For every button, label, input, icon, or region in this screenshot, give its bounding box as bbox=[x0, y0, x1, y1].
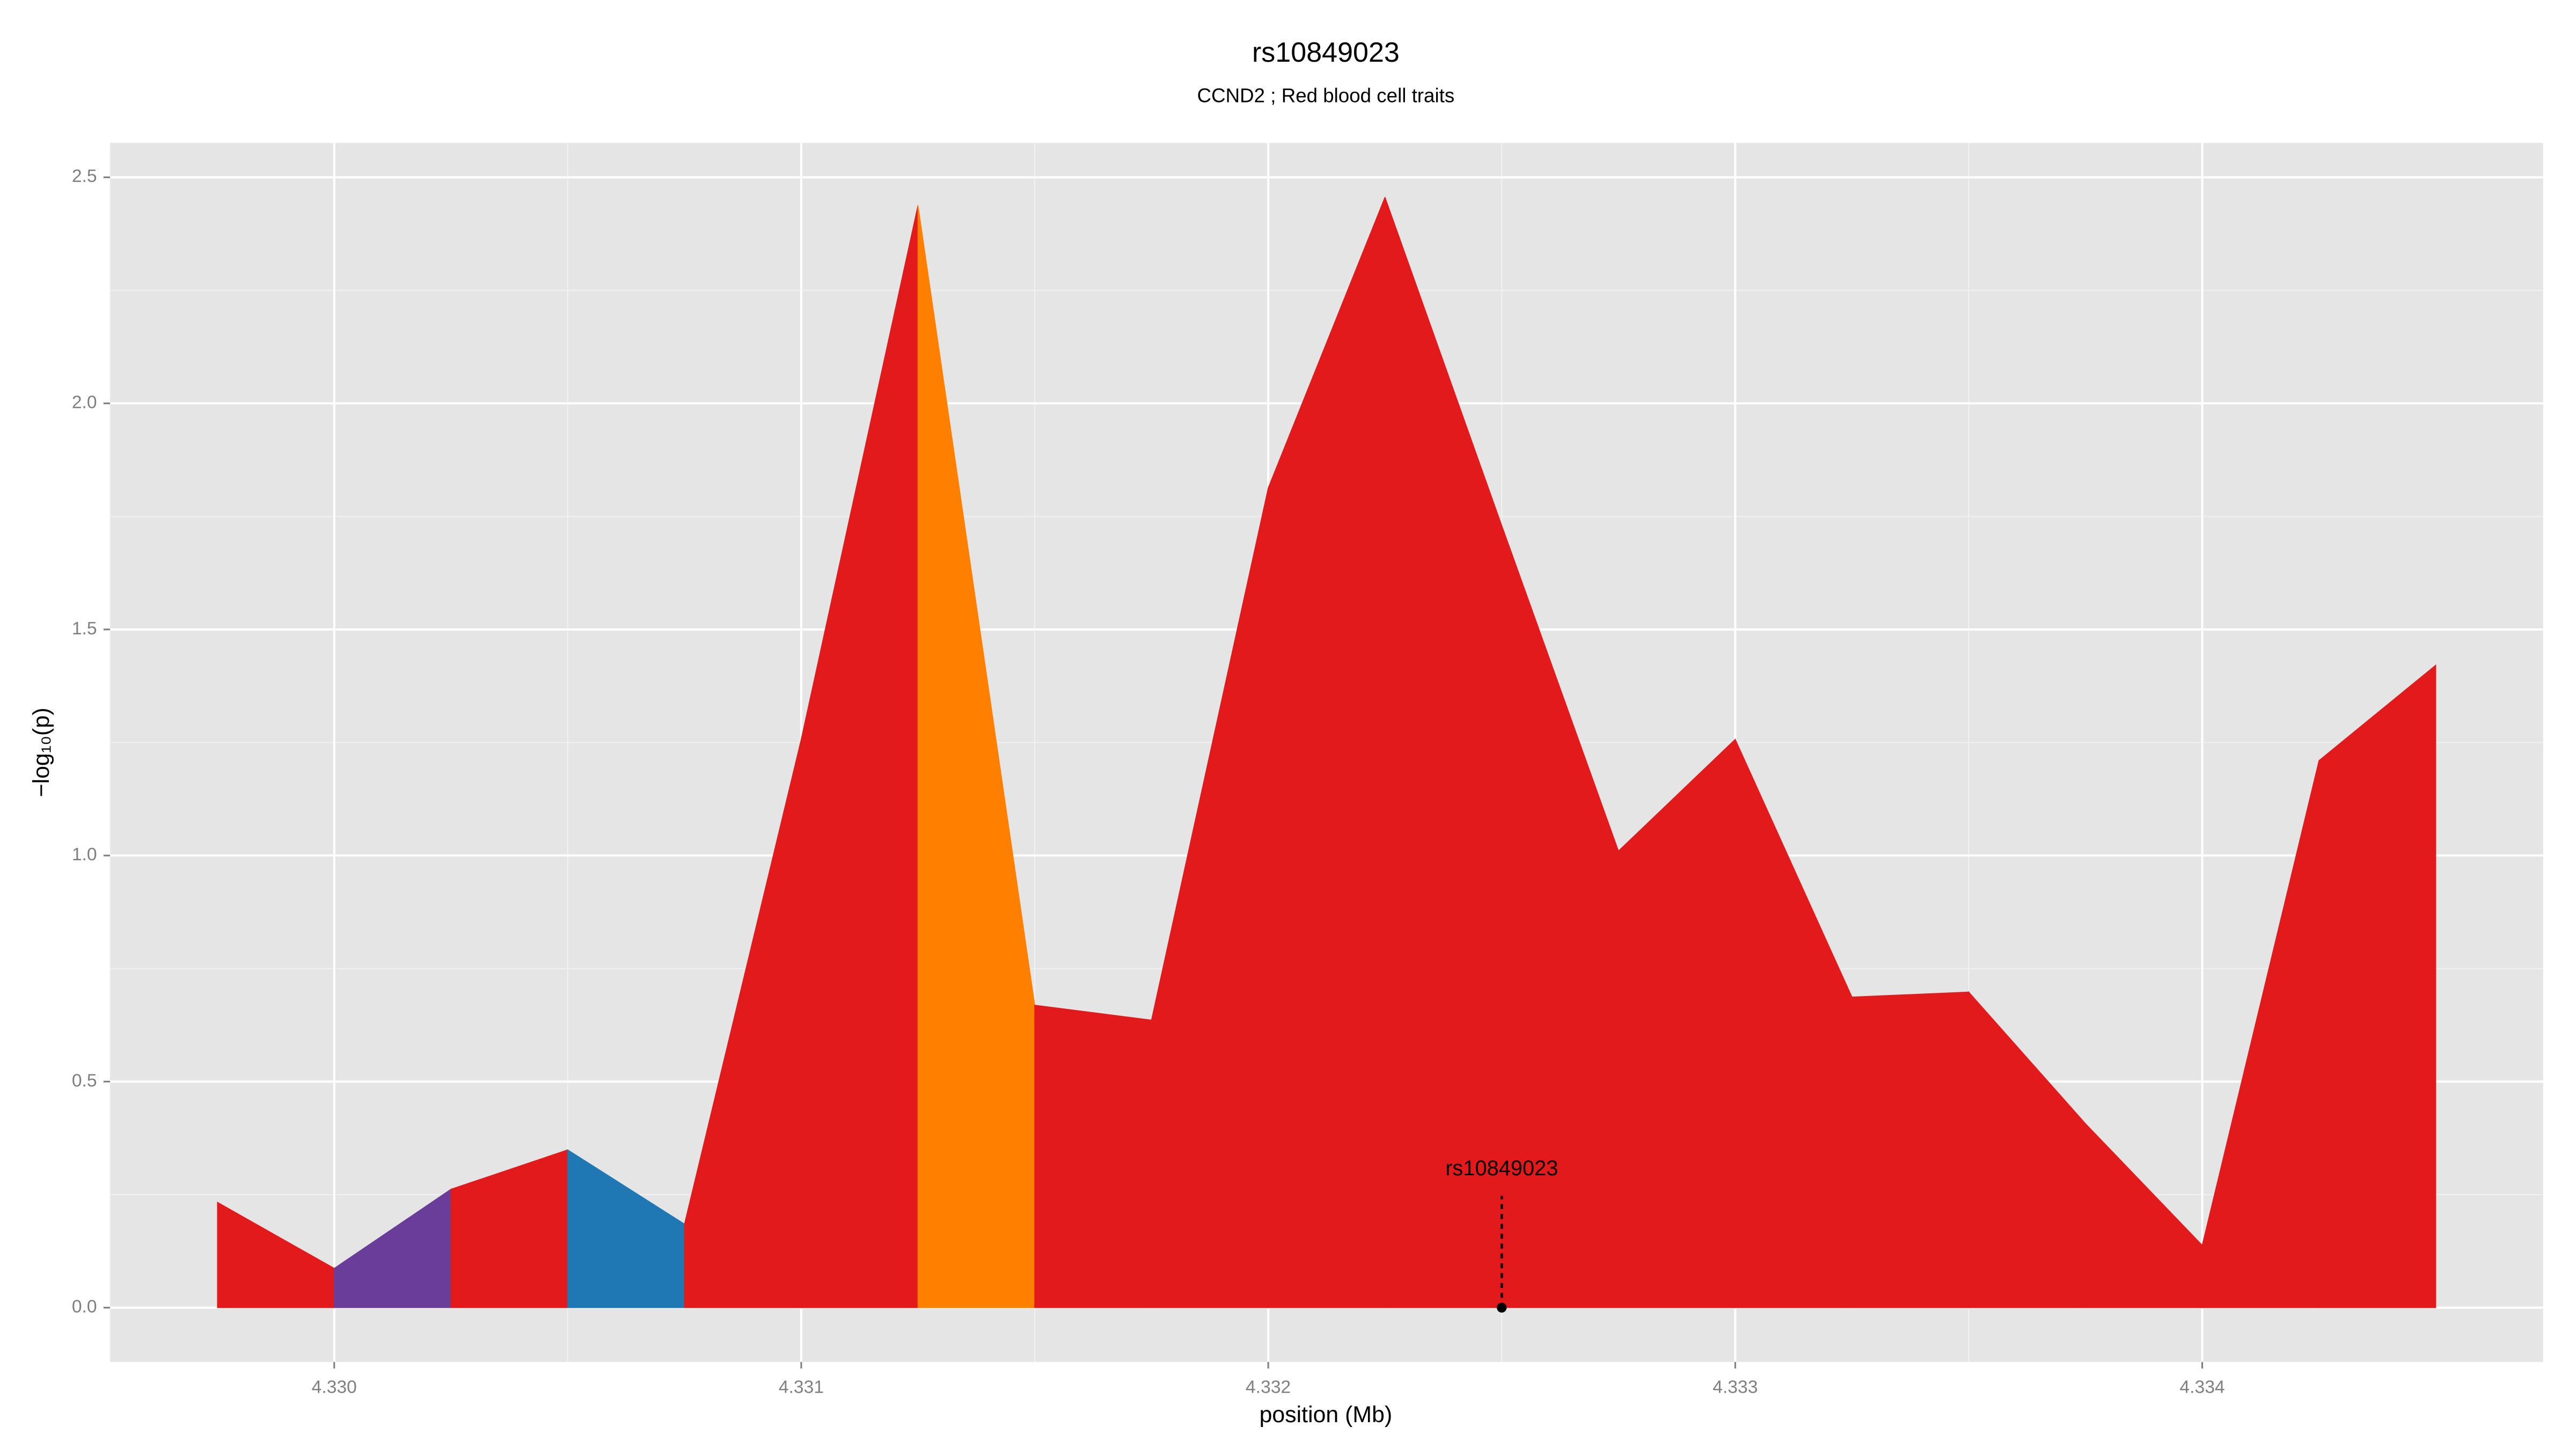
chart-title: rs10849023 bbox=[1252, 37, 1400, 68]
y-tick-label: 2.0 bbox=[72, 393, 97, 413]
x-tick-label: 4.331 bbox=[779, 1378, 824, 1397]
y-axis-label: −log₁₀(p) bbox=[28, 708, 54, 797]
y-tick-label: 1.0 bbox=[72, 845, 97, 865]
x-tick-label: 4.332 bbox=[1246, 1378, 1291, 1397]
chart-subtitle: CCND2 ; Red blood cell traits bbox=[1197, 84, 1455, 106]
x-tick-label: 4.330 bbox=[312, 1378, 357, 1397]
y-tick-label: 1.5 bbox=[72, 619, 97, 639]
x-tick-label: 4.333 bbox=[1713, 1378, 1758, 1397]
y-tick-label: 0.5 bbox=[72, 1071, 97, 1091]
area-segment bbox=[1851, 991, 1970, 1308]
annotation-label: rs10849023 bbox=[1445, 1157, 1558, 1180]
area-segment bbox=[1034, 1005, 1152, 1308]
x-tick-label: 4.334 bbox=[2179, 1378, 2224, 1397]
annotation-point bbox=[1497, 1302, 1507, 1313]
y-tick-label: 2.5 bbox=[72, 166, 97, 186]
area-segment bbox=[2318, 664, 2436, 1308]
y-tick-label: 0.0 bbox=[72, 1297, 97, 1317]
x-axis-label: position (Mb) bbox=[1260, 1402, 1393, 1428]
